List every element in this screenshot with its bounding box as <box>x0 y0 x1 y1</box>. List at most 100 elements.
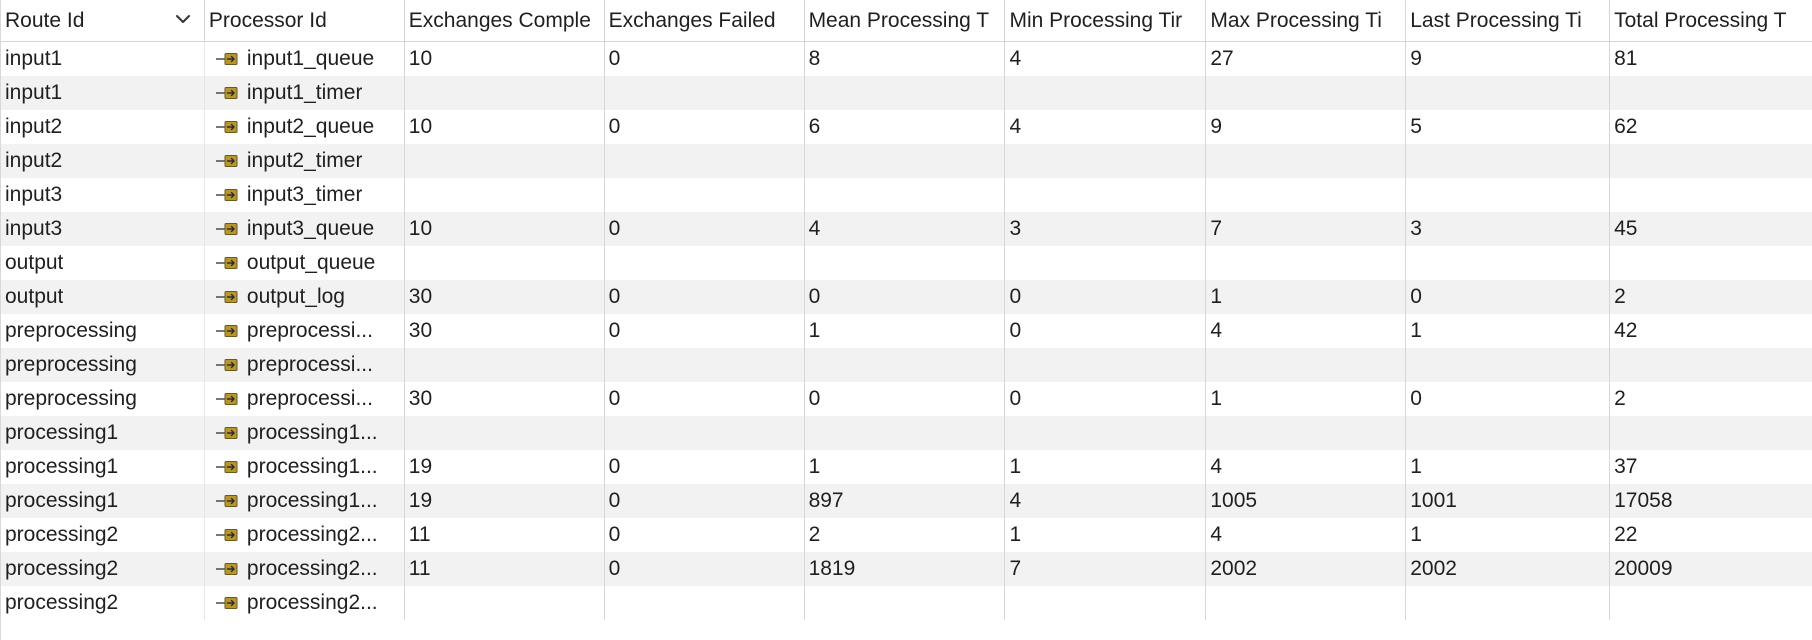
exchanges-failed-cell <box>605 144 805 178</box>
cell-value: 0 <box>608 557 621 580</box>
max-processing-time-cell: 7 <box>1206 212 1407 246</box>
cell-value: 9 <box>1410 47 1422 70</box>
processor-id-text: input2_timer <box>246 149 363 172</box>
cell-value: 0 <box>1410 285 1422 308</box>
max-processing-time-cell: 4 <box>1206 518 1407 552</box>
max-processing-time-cell: 4 <box>1206 314 1407 348</box>
processor-id-cell: output_log <box>205 280 405 314</box>
cell-value: 0 <box>608 217 621 240</box>
cell-value: 30 <box>408 285 433 308</box>
processor-id-cell: processing2... <box>205 586 405 620</box>
cell-value: processing2 <box>5 591 119 614</box>
mean-processing-time-cell: 897 <box>805 484 1006 518</box>
processor-id-text: input3_queue <box>246 217 375 240</box>
table-row[interactable]: processing1 processing1... <box>1 416 1812 450</box>
header-processor-id[interactable]: Processor Id <box>205 0 405 41</box>
total-processing-time-cell: 45 <box>1610 212 1812 246</box>
cell-value: input3 <box>5 183 63 206</box>
table-row[interactable]: processing2 processing2... <box>1 586 1812 620</box>
cell-value: 4 <box>808 217 821 240</box>
table-row[interactable]: input1 input1_queue 10 0 8 4 27 9 81 <box>1 42 1812 76</box>
route-id-cell: preprocessing <box>1 348 205 382</box>
cell-value: 0 <box>1009 319 1022 342</box>
header-label: Route Id <box>5 8 85 32</box>
header-max-processing-time[interactable]: Max Processing Ti <box>1206 0 1407 41</box>
exchanges-failed-cell: 0 <box>605 280 805 314</box>
cell-value: input2 <box>5 149 63 172</box>
header-route-id[interactable]: Route Id <box>1 0 205 41</box>
cell-value: 11 <box>408 523 431 546</box>
last-processing-time-cell <box>1406 586 1611 620</box>
min-processing-time-cell: 0 <box>1005 280 1207 314</box>
exchanges-completed-cell: 30 <box>405 280 605 314</box>
cell-value: 4 <box>1009 115 1022 138</box>
processor-id-text: preprocessi... <box>246 319 373 342</box>
min-processing-time-cell: 4 <box>1005 484 1207 518</box>
header-min-processing-time[interactable]: Min Processing Tir <box>1005 0 1207 41</box>
max-processing-time-cell: 4 <box>1206 450 1407 484</box>
table-row[interactable]: input3 input3_queue 10 0 4 3 7 3 45 <box>1 212 1812 246</box>
table-row[interactable]: input3 input3_timer <box>1 178 1812 212</box>
cell-value: 62 <box>1614 115 1638 138</box>
header-total-processing-time[interactable]: Total Processing T <box>1610 0 1812 41</box>
mean-processing-time-cell: 0 <box>805 280 1006 314</box>
cell-value: 10 <box>408 47 433 70</box>
route-id-cell: processing2 <box>1 586 205 620</box>
cell-value: 7 <box>1009 557 1022 580</box>
mean-processing-time-cell: 1819 <box>805 552 1006 586</box>
table-row[interactable]: processing2 processing2... 11 0 2 1 4 1 22 <box>1 518 1812 552</box>
exchanges-completed-cell: 10 <box>405 212 605 246</box>
processor-id-text: processing2... <box>246 523 378 546</box>
cell-value: 27 <box>1210 47 1234 70</box>
chevron-down-icon[interactable] <box>174 10 192 28</box>
cell-value: 4 <box>1009 47 1022 70</box>
processor-id-cell: preprocessi... <box>205 314 405 348</box>
table-row[interactable]: preprocessing preprocessi... 30 0 0 0 1 0 2 <box>1 382 1812 416</box>
route-id-cell: preprocessing <box>1 382 205 416</box>
header-exchanges-completed[interactable]: Exchanges Comple <box>405 0 605 41</box>
min-processing-time-cell: 1 <box>1005 518 1207 552</box>
table-body: input1 input1_queue 10 0 8 4 27 9 81 input1 input1… <box>1 42 1812 620</box>
min-processing-time-cell: 4 <box>1005 42 1207 76</box>
min-processing-time-cell <box>1005 76 1207 110</box>
processor-node-icon <box>215 257 238 269</box>
route-id-cell: input2 <box>1 110 205 144</box>
table-row[interactable]: processing1 processing1... 19 0 1 1 4 1 37 <box>1 450 1812 484</box>
max-processing-time-cell <box>1206 76 1407 110</box>
header-exchanges-failed[interactable]: Exchanges Failed <box>605 0 805 41</box>
cell-value: 1 <box>1410 319 1422 342</box>
cell-value: 2 <box>808 523 821 546</box>
cell-value: processing1 <box>5 455 119 478</box>
table-row[interactable]: processing2 processing2... 11 0 1819 7 2002 200… <box>1 552 1812 586</box>
table-row[interactable]: output output_log 30 0 0 0 1 0 2 <box>1 280 1812 314</box>
header-label: Total Processing T <box>1614 8 1787 32</box>
max-processing-time-cell: 1 <box>1206 382 1407 416</box>
table-row[interactable]: output output_queue <box>1 246 1812 280</box>
table-row[interactable]: preprocessing preprocessi... 30 0 1 0 4 1 42 <box>1 314 1812 348</box>
processor-id-cell: input2_queue <box>205 110 405 144</box>
mean-processing-time-cell <box>805 586 1006 620</box>
mean-processing-time-cell: 1 <box>805 314 1006 348</box>
cell-value: processing1 <box>5 421 119 444</box>
mean-processing-time-cell: 4 <box>805 212 1006 246</box>
processor-id-cell: input3_timer <box>205 178 405 212</box>
table-row[interactable]: processing1 processing1... 19 0 897 4 1005 1001… <box>1 484 1812 518</box>
header-last-processing-time[interactable]: Last Processing Ti <box>1406 0 1611 41</box>
mean-processing-time-cell <box>805 144 1006 178</box>
total-processing-time-cell <box>1610 416 1812 450</box>
table-row[interactable]: input1 input1_timer <box>1 76 1812 110</box>
table-row[interactable]: input2 input2_queue 10 0 6 4 9 5 62 <box>1 110 1812 144</box>
cell-value: 0 <box>1410 387 1422 410</box>
processor-node-icon <box>215 325 238 337</box>
processor-id-text: input3_timer <box>246 183 363 206</box>
min-processing-time-cell: 4 <box>1005 110 1207 144</box>
exchanges-failed-cell: 0 <box>605 110 805 144</box>
table-row[interactable]: input2 input2_timer <box>1 144 1812 178</box>
last-processing-time-cell: 9 <box>1406 42 1611 76</box>
processor-id-cell: preprocessi... <box>205 382 405 416</box>
table-row[interactable]: preprocessing preprocessi... <box>1 348 1812 382</box>
cell-value: 30 <box>408 387 433 410</box>
cell-value: 19 <box>408 455 433 478</box>
header-mean-processing-time[interactable]: Mean Processing T <box>805 0 1006 41</box>
route-id-cell: processing1 <box>1 416 205 450</box>
